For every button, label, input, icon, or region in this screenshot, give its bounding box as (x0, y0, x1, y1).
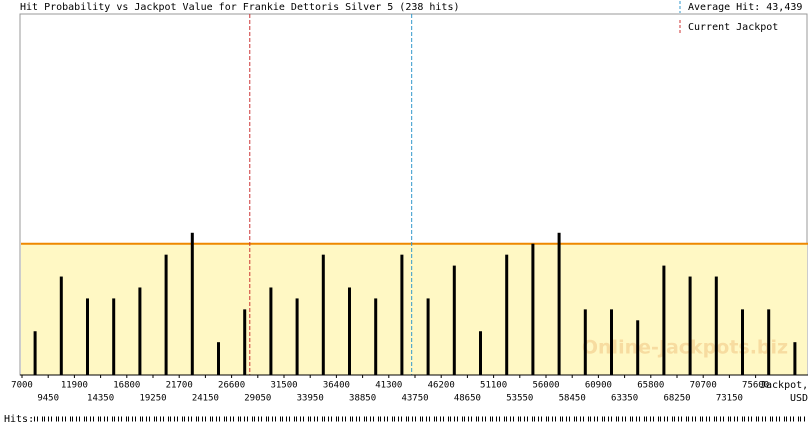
x-tick-label: 58450 (559, 394, 586, 404)
level-fill (21, 243, 807, 375)
x-tick-label: 24150 (192, 394, 219, 404)
x-tick-label: 14350 (87, 394, 114, 404)
x-tick-label: 9450 (37, 394, 59, 404)
legend-label: Current Jackpot (688, 22, 778, 33)
legend-label: Average Hit: 43,439 (688, 2, 802, 13)
bar (348, 287, 351, 375)
x-tick-label: 11900 (61, 381, 88, 391)
x-tick-label: 33950 (297, 394, 324, 404)
bar (741, 309, 744, 375)
x-tick-label: 60900 (585, 381, 612, 391)
bar (479, 331, 482, 375)
x-tick-label: 36400 (323, 381, 350, 391)
bar (531, 243, 535, 375)
bar (112, 298, 116, 375)
bar (505, 254, 509, 375)
bar (86, 298, 89, 375)
x-tick-label: 51100 (480, 381, 507, 391)
x-tick-label: 75600 (742, 381, 769, 391)
bar (374, 298, 378, 375)
bar (583, 309, 587, 375)
x-tick-label: 63350 (611, 394, 638, 404)
bar (688, 276, 692, 375)
x-tick-label: 29050 (244, 394, 271, 404)
bar (610, 309, 613, 375)
x-tick-label: 46200 (428, 381, 455, 391)
x-tick-label: 48650 (454, 394, 481, 404)
x-tick-label: 41300 (375, 381, 402, 391)
bar (321, 254, 325, 375)
x-tick-label: 31500 (270, 381, 297, 391)
bar (138, 287, 142, 375)
x-tick-label: 26600 (218, 381, 245, 391)
bar (400, 254, 404, 375)
bar (295, 298, 299, 375)
bar (557, 232, 561, 375)
x-tick-label: 16800 (113, 381, 140, 391)
x-tick-label: 19250 (139, 394, 166, 404)
x-axis-label: Jackpot, USD (760, 380, 809, 404)
bar (164, 254, 168, 375)
x-tick-label: 53550 (506, 394, 533, 404)
bar (767, 309, 771, 375)
bar (269, 287, 273, 375)
x-tick-label: 7000 (11, 381, 33, 391)
x-tick-label: 56000 (532, 381, 559, 391)
x-tick-label: 73150 (716, 394, 743, 404)
bar (190, 232, 194, 375)
x-tick-label: 21700 (166, 381, 193, 391)
watermark: Online-Jackpots.biz (582, 337, 788, 359)
bar (217, 342, 220, 375)
x-tick-label: 65800 (637, 381, 664, 391)
chart-title: Hit Probability vs Jackpot Value for Fra… (20, 2, 460, 13)
bar (426, 298, 430, 375)
bar (452, 265, 456, 375)
bar (636, 320, 640, 375)
bar (714, 276, 718, 375)
x-tick-label: 43750 (401, 394, 428, 404)
x-tick-label: 70700 (690, 381, 717, 391)
bar (33, 331, 37, 375)
hits-label: Hits: (4, 414, 34, 425)
bar (793, 342, 797, 375)
x-tick-label: 68250 (663, 394, 690, 404)
bar (59, 276, 63, 375)
bar (662, 265, 666, 375)
x-tick-label: 38850 (349, 394, 376, 404)
bar (243, 309, 247, 375)
